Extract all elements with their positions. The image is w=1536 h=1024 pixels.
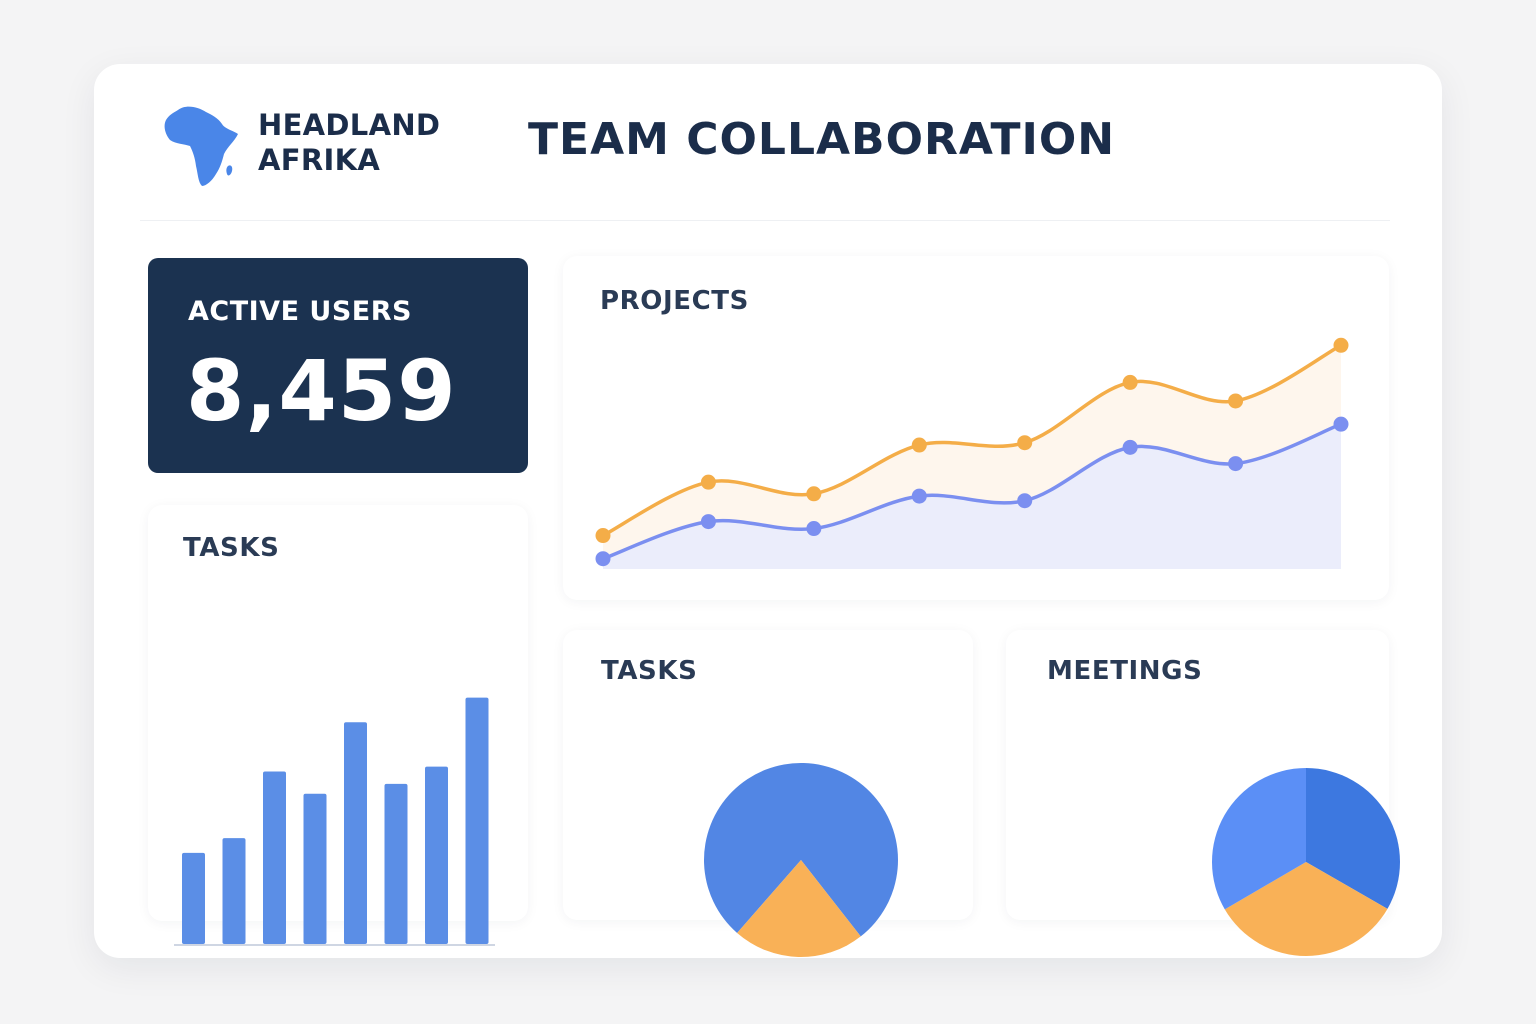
projects-data-point xyxy=(700,514,716,530)
projects-data-point xyxy=(1333,337,1349,353)
tasks-bar xyxy=(222,838,246,944)
active-users-value: 8,459 xyxy=(186,342,457,440)
dashboard-panel: HEADLAND AFRIKA TEAM COLLABORATION ACTIV… xyxy=(94,64,1442,958)
projects-card[interactable]: PROJECTS xyxy=(563,256,1389,600)
tasks-bar xyxy=(303,793,327,944)
tasks-bar xyxy=(425,766,448,944)
tasks-bar xyxy=(344,722,367,944)
tasks-bar xyxy=(384,783,408,944)
header-divider xyxy=(140,220,1390,221)
meetings-card-title: MEETINGS xyxy=(1047,656,1203,686)
projects-data-point xyxy=(1017,493,1033,509)
meetings-pie-slice xyxy=(1224,862,1388,956)
projects-data-point xyxy=(1333,416,1349,432)
meetings-pie-slice xyxy=(1306,768,1400,909)
active-users-card[interactable]: ACTIVE USERS 8,459 xyxy=(148,258,528,473)
projects-data-point xyxy=(911,488,927,504)
tasks-bar xyxy=(263,771,286,944)
meetings-pie-slice xyxy=(1212,768,1306,910)
tasks-bar-card[interactable]: TASKS xyxy=(148,505,528,946)
projects-card-title: PROJECTS xyxy=(600,286,749,316)
meetings-card[interactable]: MEETINGS xyxy=(1006,630,1400,956)
projects-data-point xyxy=(1122,374,1138,390)
page-title: TEAM COLLABORATION xyxy=(528,114,1116,165)
brand-name: HEADLAND AFRIKA xyxy=(258,108,440,178)
projects-data-point xyxy=(1228,393,1244,409)
tasks-pie-card-title: TASKS xyxy=(601,656,698,686)
tasks-bar xyxy=(182,852,205,944)
meetings-pie-chart xyxy=(1212,768,1400,956)
projects-data-point xyxy=(911,437,927,453)
tasks-bar xyxy=(465,697,489,944)
tasks-bar-card-title: TASKS xyxy=(183,533,280,563)
projects-data-point xyxy=(1122,439,1138,455)
projects-data-point xyxy=(1228,456,1244,472)
africa-map-icon xyxy=(164,106,238,186)
projects-line-chart xyxy=(595,337,1349,569)
projects-data-point xyxy=(806,521,822,537)
tasks-pie-slice xyxy=(737,860,861,957)
tasks-pie-card[interactable]: TASKS xyxy=(563,630,973,957)
active-users-label: ACTIVE USERS xyxy=(188,296,412,327)
projects-data-point xyxy=(806,486,822,502)
projects-data-point xyxy=(595,551,611,567)
brand-name-line2: AFRIKA xyxy=(258,143,381,177)
projects-data-point xyxy=(595,528,611,544)
projects-series-line xyxy=(601,422,1343,561)
tasks-pie-slice xyxy=(704,763,898,937)
projects-series-area xyxy=(603,424,1341,569)
tasks-pie-chart xyxy=(704,763,898,957)
tasks-bar-chart xyxy=(174,697,495,946)
projects-data-point xyxy=(1017,435,1033,451)
brand-name-line1: HEADLAND xyxy=(258,108,441,142)
projects-data-point xyxy=(700,474,716,490)
